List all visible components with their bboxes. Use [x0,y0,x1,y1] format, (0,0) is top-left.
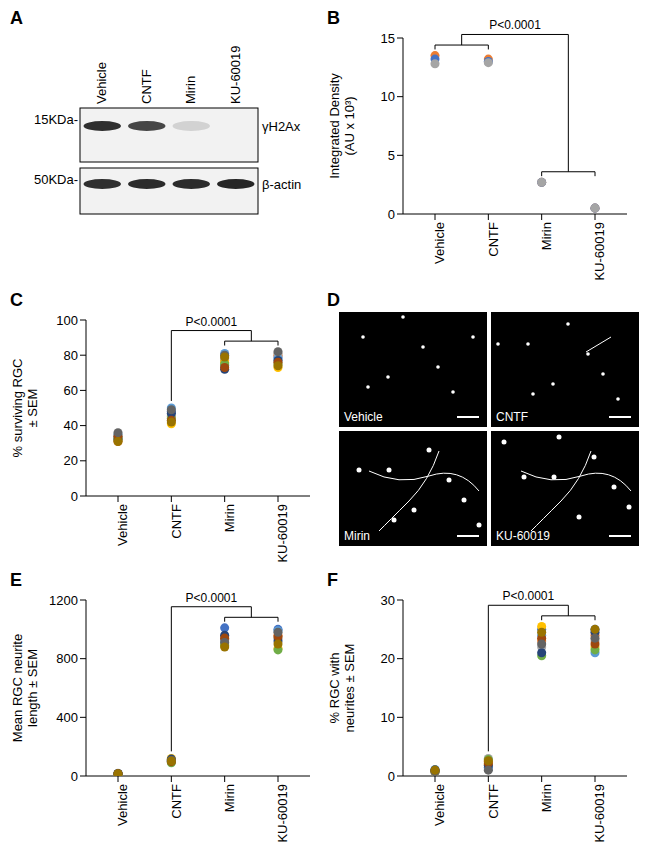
svg-text:15: 15 [381,31,395,46]
svg-text:800: 800 [56,651,78,666]
html-text:Integrated Density: Integrated Density [327,73,342,179]
svg-text:β-actin: β-actin [262,177,301,192]
svg-text:Mirin: Mirin [222,784,237,812]
svg-text:60: 60 [64,383,78,398]
svg-text:10: 10 [381,710,395,725]
html-text:D: D [327,290,340,310]
svg-text:Vehicle: Vehicle [115,504,130,546]
svg-text:CNTF: CNTF [139,69,154,104]
svg-text:40: 40 [64,418,78,433]
html-text:C: C [10,290,23,310]
svg-text:Vehicle: Vehicle [432,784,447,826]
svg-text:Vehicle: Vehicle [344,410,383,424]
svg-text:Vehicle: Vehicle [94,62,109,104]
svg-text:P<0.0001: P<0.0001 [185,591,237,605]
svg-text:400: 400 [56,710,78,725]
svg-text:KU-60019: KU-60019 [592,784,607,843]
svg-text:0: 0 [71,489,78,504]
svg-text:Mirin: Mirin [539,784,554,812]
svg-text:Mirin: Mirin [344,529,370,543]
html-text:% RGC with: % RGC with [327,652,342,724]
svg-text:80: 80 [64,348,78,363]
html-text:% surviving RGC: % surviving RGC [10,358,25,458]
svg-text:KU-60019: KU-60019 [592,222,607,281]
svg-text:0: 0 [388,769,395,784]
svg-text:Mirin: Mirin [222,504,237,532]
svg-text:KU-60019: KU-60019 [275,504,290,563]
html-text:B: B [327,8,340,28]
svg-text:0: 0 [388,207,395,222]
svg-text:0: 0 [71,769,78,784]
svg-text:KU-60019: KU-60019 [496,529,550,543]
svg-text:CNTF: CNTF [496,410,528,424]
html-text:(AU x 10³): (AU x 10³) [342,96,357,156]
svg-text:20: 20 [64,453,78,468]
svg-text:P<0.0001: P<0.0001 [502,589,554,603]
svg-text:10: 10 [381,89,395,104]
svg-text:100: 100 [56,313,78,328]
svg-text:P<0.0001: P<0.0001 [185,315,237,329]
html-text:Mean RGC neurite: Mean RGC neurite [10,633,25,743]
svg-text:γH2Ax: γH2Ax [262,119,301,134]
svg-text:CNTF: CNTF [486,784,501,819]
svg-text:P<0.0001: P<0.0001 [489,18,541,32]
svg-text:Mirin: Mirin [539,222,554,250]
svg-text:CNTF: CNTF [486,222,501,257]
svg-text:1200: 1200 [49,593,78,608]
html-text:E: E [10,570,22,590]
svg-text:Mirin: Mirin [183,76,198,104]
svg-text:20: 20 [381,651,395,666]
svg-text:CNTF: CNTF [169,784,184,819]
svg-text:Vehicle: Vehicle [432,222,447,264]
svg-text:Vehicle: Vehicle [115,784,130,826]
svg-text:CNTF: CNTF [169,504,184,539]
html-text:length ± SEM: length ± SEM [25,649,40,727]
svg-text:KU-60019: KU-60019 [275,784,290,843]
svg-text:KU-60019: KU-60019 [228,45,243,104]
svg-text:15KDa-: 15KDa- [34,112,78,127]
html-text:F: F [327,570,338,590]
svg-text:5: 5 [388,148,395,163]
svg-text:50KDa-: 50KDa- [34,172,78,187]
html-text:neurites ± SEM: neurites ± SEM [342,643,357,733]
html-text:± SEM: ± SEM [25,388,40,428]
html-text:A: A [10,8,23,28]
svg-text:30: 30 [381,593,395,608]
